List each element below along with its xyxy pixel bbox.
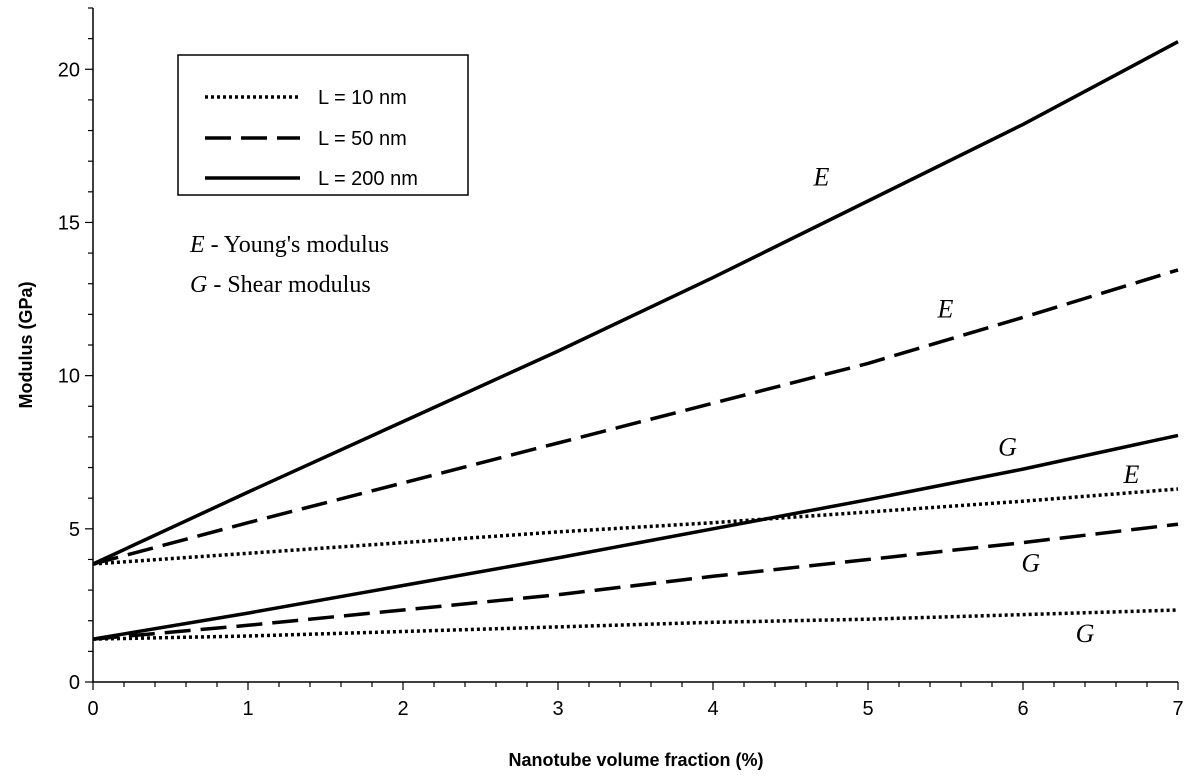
x-tick-label: 7	[1172, 698, 1183, 720]
note-shear-symbol: G	[190, 272, 207, 298]
series-g-50nm	[92, 522, 1179, 641]
axes: 0 1 2 3 4 5 6 7 0 5 10 15 20	[58, 7, 1184, 720]
y-tick-label: 10	[58, 366, 80, 388]
series-e-50nm	[92, 268, 1179, 566]
x-tick-label: 5	[862, 698, 873, 720]
note-shear: G - Shear modulus	[190, 272, 371, 298]
note-young: E - Young's modulus	[189, 232, 389, 258]
curve-label-g: G	[998, 432, 1017, 461]
y-tick-label: 20	[58, 59, 80, 81]
x-tick-label: 6	[1017, 698, 1028, 720]
curve-label-e: E	[813, 163, 830, 192]
x-tick-label: 1	[242, 698, 253, 720]
curve-labels: E E G E G G	[813, 163, 1140, 648]
y-tick-label: 5	[69, 519, 80, 541]
x-axis-title: Nanotube volume fraction (%)	[508, 750, 763, 770]
series-e-200nm	[92, 40, 1179, 566]
x-tick-label: 0	[87, 698, 98, 720]
legend-label-50nm: L = 50 nm	[318, 128, 407, 150]
x-tick-label: 3	[552, 698, 563, 720]
curve-label-g: G	[1076, 619, 1095, 648]
legend-box	[177, 54, 469, 196]
x-tick-label: 4	[707, 698, 718, 720]
legend-label-10nm: L = 10 nm	[318, 87, 407, 109]
note-shear-text: - Shear modulus	[207, 272, 370, 298]
legend-label-200nm: L = 200 nm	[318, 168, 418, 190]
note-young-symbol: E	[189, 232, 205, 258]
curves	[92, 40, 1179, 641]
curve-label-e: E	[1123, 460, 1140, 489]
y-tick-label: 15	[58, 212, 80, 234]
legend: L = 10 nm L = 50 nm L = 200 nm	[177, 54, 469, 196]
curve-label-e: E	[937, 294, 954, 323]
x-tick-label: 2	[397, 698, 408, 720]
y-tick-label: 0	[69, 672, 80, 694]
note-young-text: - Young's modulus	[205, 232, 389, 258]
series-e-10nm	[92, 487, 1179, 566]
curve-label-g: G	[1021, 549, 1040, 578]
y-axis-title: Modulus (GPa)	[16, 282, 36, 409]
series-g-10nm	[92, 608, 1179, 641]
series-g-200nm	[92, 433, 1179, 641]
